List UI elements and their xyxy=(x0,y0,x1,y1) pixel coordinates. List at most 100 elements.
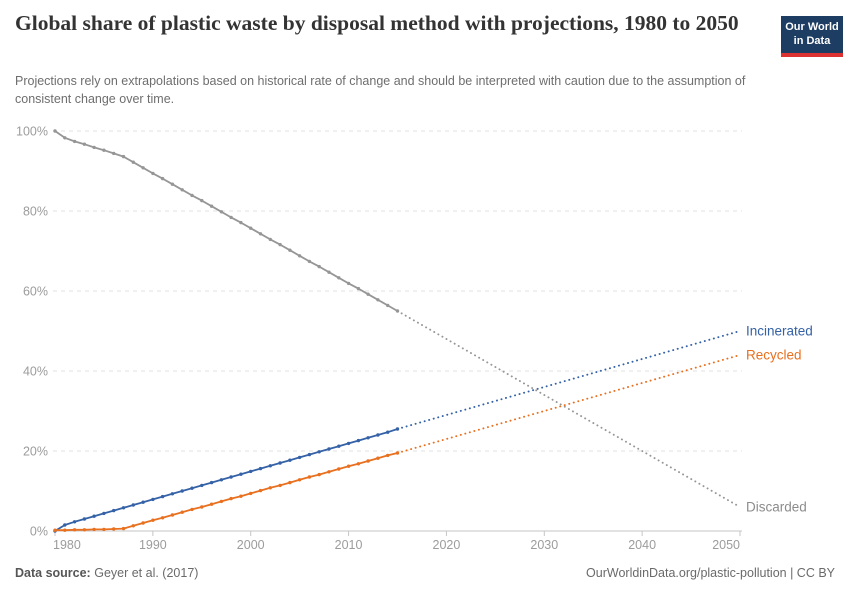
series-label-recycled: Recycled xyxy=(746,348,802,363)
data-point xyxy=(82,142,87,146)
data-point xyxy=(258,232,263,236)
data-point xyxy=(366,436,370,440)
data-point xyxy=(72,528,77,532)
data-point xyxy=(278,483,282,488)
credit-link[interactable]: OurWorldinData.org/plastic-pollution | C… xyxy=(586,566,835,580)
data-point xyxy=(249,491,253,496)
data-point xyxy=(82,528,87,532)
page-title: Global share of plastic waste by disposa… xyxy=(15,11,739,35)
y-tick-label: 40% xyxy=(23,365,48,379)
data-point xyxy=(288,480,292,485)
data-point xyxy=(102,511,106,516)
data-point xyxy=(229,475,233,479)
projection-line xyxy=(396,310,741,508)
data-point xyxy=(307,475,312,479)
series-label-incinerated: Incinerated xyxy=(746,324,813,339)
data-point xyxy=(151,518,155,522)
data-point xyxy=(170,513,175,517)
data-point xyxy=(180,489,184,493)
data-point xyxy=(170,182,175,186)
data-point xyxy=(121,506,126,510)
historical-line xyxy=(54,130,398,312)
data-point xyxy=(121,154,126,159)
owid-logo-line1: Our World xyxy=(785,21,839,33)
data-point xyxy=(337,276,341,280)
data-point xyxy=(278,242,282,247)
data-point xyxy=(170,492,175,496)
data-point xyxy=(239,220,243,225)
data-point xyxy=(239,494,243,498)
data-point xyxy=(346,281,351,286)
data-point xyxy=(327,447,331,451)
series-incinerated: Incinerated xyxy=(53,324,813,533)
data-point xyxy=(239,472,243,476)
data-point xyxy=(317,264,321,269)
data-point xyxy=(53,129,57,133)
data-point xyxy=(376,433,380,437)
data-point xyxy=(141,521,145,525)
data-point xyxy=(160,516,165,520)
data-point xyxy=(337,444,341,448)
data-point xyxy=(307,259,312,264)
data-point xyxy=(200,198,204,203)
data-point xyxy=(92,514,96,518)
data-point xyxy=(131,503,135,507)
data-point xyxy=(151,497,155,502)
data-point xyxy=(327,270,331,274)
x-tick-label: 1990 xyxy=(139,538,167,552)
y-tick-label: 100% xyxy=(16,125,48,139)
x-tick-label: 2030 xyxy=(530,538,558,552)
data-point xyxy=(366,292,370,296)
data-point xyxy=(131,524,135,528)
data-point xyxy=(63,136,67,140)
x-tick-label: 1980 xyxy=(53,538,81,552)
data-point xyxy=(160,494,165,499)
data-point xyxy=(278,461,282,465)
x-tick-label: 2000 xyxy=(237,538,265,552)
data-point xyxy=(346,441,351,446)
data-point xyxy=(327,470,331,474)
data-point xyxy=(190,193,194,198)
data-point xyxy=(63,523,67,527)
projection-line xyxy=(396,330,741,430)
owid-logo-box: Our World in Data xyxy=(781,16,843,53)
data-point xyxy=(190,507,194,512)
data-point xyxy=(288,248,292,252)
data-source-label: Data source: xyxy=(15,566,91,580)
data-point xyxy=(190,486,194,490)
data-point xyxy=(376,298,380,302)
owid-logo-red-bar xyxy=(781,52,843,57)
historical-line xyxy=(55,452,398,532)
data-point xyxy=(63,528,67,532)
data-point xyxy=(356,462,361,466)
data-point xyxy=(200,505,204,509)
data-point xyxy=(72,520,77,524)
data-point xyxy=(121,526,126,531)
historical-line xyxy=(54,428,398,532)
x-tick-label: 2020 xyxy=(433,538,461,552)
data-point xyxy=(209,204,214,208)
data-point xyxy=(180,188,184,192)
owid-logo[interactable]: Our World in Data xyxy=(781,16,843,57)
data-point xyxy=(307,452,312,457)
data-point xyxy=(112,508,116,513)
data-point xyxy=(219,210,224,214)
data-point xyxy=(386,303,390,308)
data-point xyxy=(141,500,145,504)
series-label-discarded: Discarded xyxy=(746,500,807,515)
data-point xyxy=(102,148,106,152)
data-point xyxy=(209,480,214,485)
data-point xyxy=(229,215,233,220)
data-point xyxy=(92,527,96,532)
data-point xyxy=(131,160,135,164)
x-tick-label: 2040 xyxy=(628,538,656,552)
data-point xyxy=(297,254,302,258)
y-tick-label: 80% xyxy=(23,205,48,219)
data-point xyxy=(317,450,321,454)
data-point xyxy=(366,459,370,463)
data-point xyxy=(72,139,77,144)
data-point xyxy=(180,510,184,514)
data-point xyxy=(346,464,351,468)
